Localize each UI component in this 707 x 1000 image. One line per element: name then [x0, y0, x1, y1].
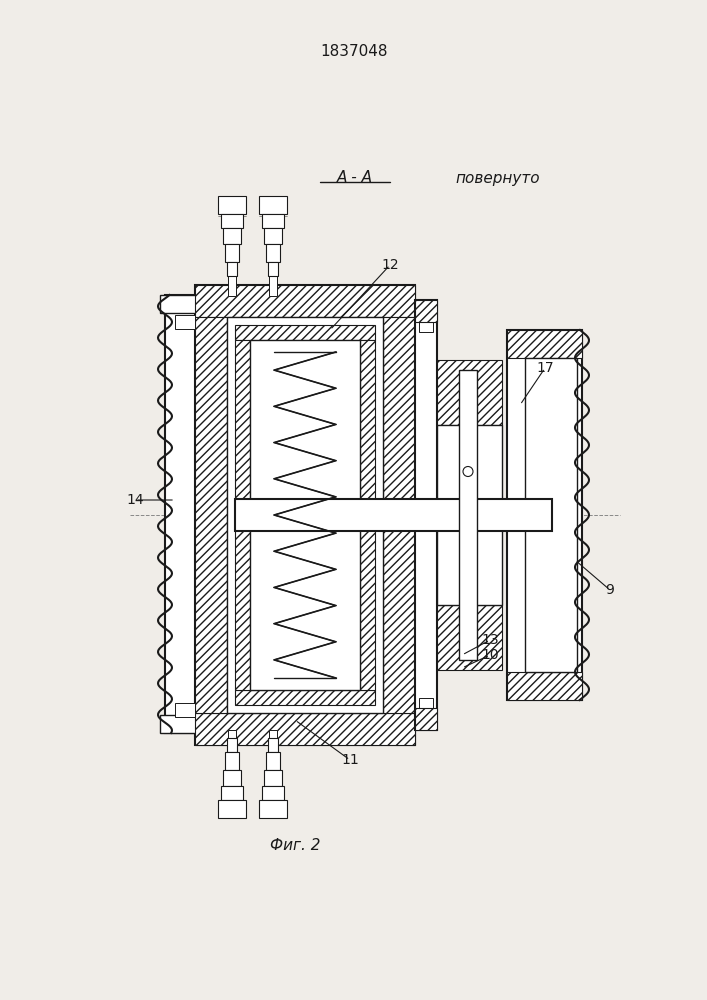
Bar	[227, 317, 383, 713]
Bar	[160, 715, 242, 733]
Bar	[225, 752, 239, 770]
Bar	[507, 672, 582, 700]
Bar	[235, 325, 375, 340]
Bar	[437, 425, 502, 605]
Bar	[259, 800, 287, 818]
Bar	[264, 228, 282, 244]
Bar	[437, 360, 502, 425]
Bar	[507, 330, 582, 700]
Bar	[235, 690, 375, 705]
Bar	[459, 370, 477, 660]
Bar	[235, 340, 250, 690]
Bar	[360, 340, 375, 690]
Bar	[419, 320, 433, 332]
Bar	[195, 317, 227, 713]
Bar	[266, 244, 280, 262]
Bar	[262, 786, 284, 800]
Bar	[175, 315, 195, 329]
Bar	[218, 800, 246, 818]
Bar	[228, 730, 236, 740]
Text: 14: 14	[126, 493, 144, 507]
Text: 1837048: 1837048	[320, 44, 387, 60]
Bar	[221, 214, 243, 228]
Text: 12: 12	[381, 258, 399, 272]
Bar	[268, 262, 278, 276]
Text: Фиг. 2: Фиг. 2	[270, 838, 320, 852]
Text: 17: 17	[536, 361, 554, 375]
Bar	[175, 703, 195, 717]
Bar	[525, 358, 577, 672]
Bar	[218, 196, 246, 214]
Bar	[221, 786, 243, 800]
Circle shape	[463, 466, 473, 477]
Bar	[266, 752, 280, 770]
Text: 13: 13	[481, 633, 499, 647]
Text: 10: 10	[481, 648, 499, 662]
Bar	[437, 605, 502, 670]
Text: повернуто: повернуто	[455, 170, 539, 186]
Bar	[415, 708, 437, 730]
Bar	[165, 295, 235, 733]
Bar	[160, 295, 242, 313]
Bar	[228, 276, 236, 296]
Bar	[225, 244, 239, 262]
Bar	[383, 317, 415, 713]
Bar	[235, 499, 552, 531]
Bar	[262, 214, 284, 228]
Bar	[250, 340, 360, 690]
Bar	[223, 770, 241, 786]
Text: 9: 9	[606, 583, 614, 597]
Bar	[269, 730, 277, 740]
Bar	[259, 196, 287, 214]
Bar	[195, 285, 415, 745]
Bar	[268, 738, 278, 752]
Bar	[415, 300, 437, 730]
Bar	[195, 713, 415, 745]
Bar	[507, 330, 582, 358]
Bar	[269, 276, 277, 296]
Bar	[264, 770, 282, 786]
Bar	[227, 738, 237, 752]
Bar	[419, 698, 433, 710]
Bar	[195, 285, 415, 317]
Bar	[227, 262, 237, 276]
Text: А - А: А - А	[337, 170, 373, 186]
Bar	[223, 228, 241, 244]
Text: 11: 11	[341, 753, 359, 767]
Bar	[415, 300, 437, 322]
